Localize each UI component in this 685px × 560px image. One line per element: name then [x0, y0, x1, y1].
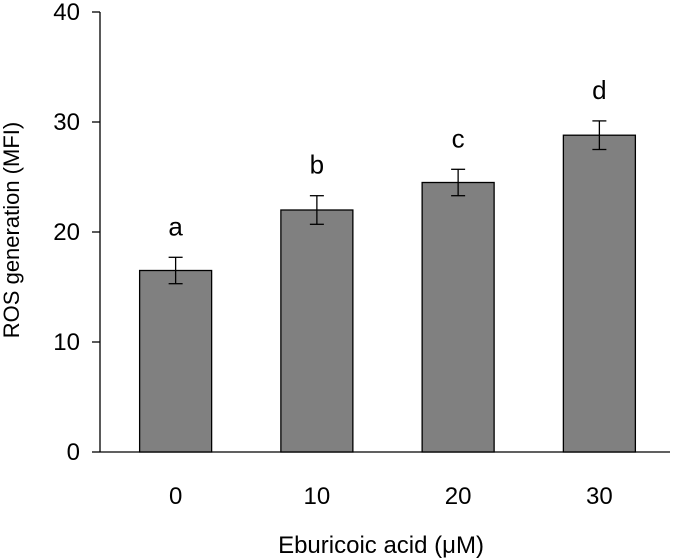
bar [421, 181, 495, 453]
bar [138, 269, 213, 453]
x-axis-title: Eburicoic acid (μM) [278, 532, 484, 559]
bars [138, 120, 637, 453]
y-tick-label: 30 [53, 109, 80, 136]
y-tick-label: 40 [53, 0, 80, 26]
y-tick-label: 20 [53, 219, 80, 246]
x-tick-label: 20 [445, 483, 472, 510]
labels: 0 10 20 30 40 a 0 b 10 c 20 d 30 [53, 0, 612, 510]
bar [562, 134, 637, 453]
significance-letter: c [452, 123, 465, 153]
x-tick-label: 30 [586, 483, 613, 510]
y-tick-label: 0 [67, 439, 80, 466]
significance-letter: a [168, 211, 183, 241]
x-tick-label: 10 [304, 483, 331, 510]
y-axis-title: ROS generation (MFI) [0, 122, 24, 338]
significance-letter: b [310, 150, 324, 180]
significance-letter: d [592, 75, 606, 105]
x-tick-label: 0 [169, 483, 182, 510]
y-tick-label: 10 [53, 329, 80, 356]
bar [280, 209, 354, 453]
